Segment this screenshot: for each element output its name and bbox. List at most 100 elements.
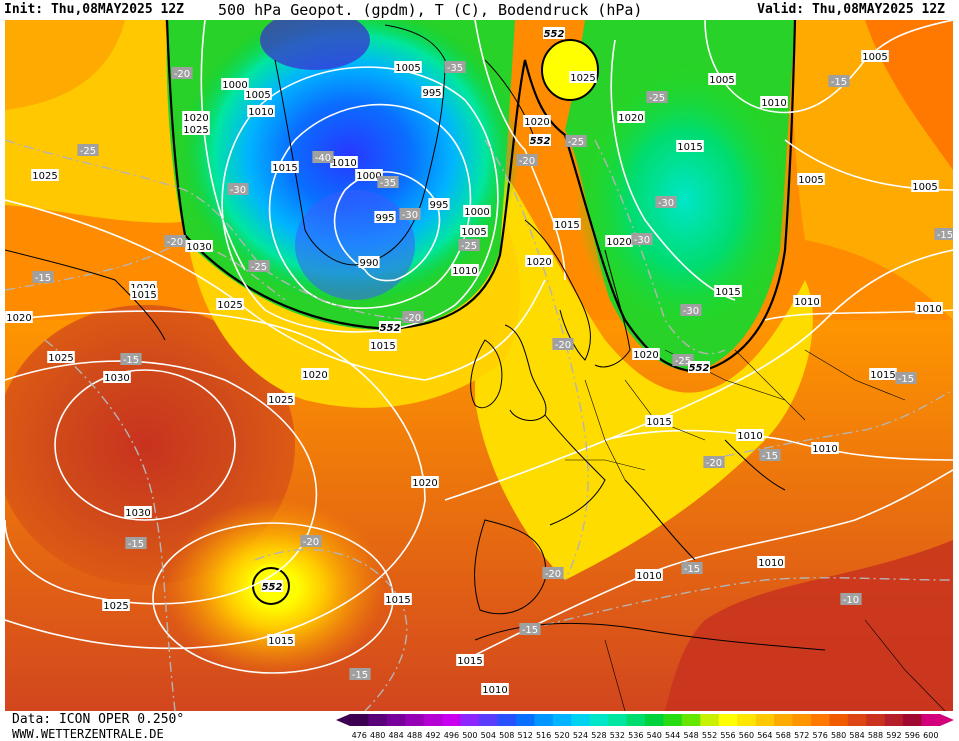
pressure-label-text: 1005 <box>709 75 734 86</box>
scale-value: 588 <box>868 731 883 740</box>
pressure-label-text: 1010 <box>758 558 783 569</box>
temperature-label-text: -20 <box>545 569 561 580</box>
scale-value: 544 <box>665 731 680 740</box>
pressure-label-text: 1025 <box>32 171 57 182</box>
pressure-label: 995 <box>374 211 396 224</box>
scale-swatch <box>829 714 849 726</box>
scale-swatch <box>810 714 830 726</box>
pressure-label: 1015 <box>645 415 673 428</box>
border-e <box>734 349 806 421</box>
isotherms <box>5 139 953 711</box>
pressure-label: 1025 <box>182 123 210 136</box>
scale-swatch <box>866 714 886 726</box>
color-scale: 476 480 484 488 492 496 500 504 508 512 516 520 524 5… <box>336 714 954 740</box>
pressure-label: 1020 <box>523 115 551 128</box>
pressure-label: 1015 <box>714 285 742 298</box>
temperature-label: -25 <box>458 239 480 252</box>
valid-time: Valid: Thu,08MAY2025 12Z <box>757 2 945 17</box>
pressure-label: 1030 <box>124 506 152 519</box>
pressure-label-text: 995 <box>429 200 448 211</box>
temperature-label: -15 <box>828 75 850 88</box>
pressure-label-text: 1010 <box>636 571 661 582</box>
pressure-label: 995 <box>421 86 443 99</box>
pressure-label-text: 995 <box>422 88 441 99</box>
pressure-label-text: 1015 <box>870 370 895 381</box>
pressure-label-text: 1005 <box>395 63 420 74</box>
temperature-label-text: -30 <box>658 198 674 209</box>
temperature-label: -30 <box>631 233 653 246</box>
scale-value: 532 <box>610 731 625 740</box>
scale-swatch <box>847 714 867 726</box>
pressure-label: 1000 <box>221 78 249 91</box>
pressure-label-text: 1000 <box>222 80 247 91</box>
temperature-label: -35 <box>377 176 399 189</box>
pressure-label: 1005 <box>708 73 736 86</box>
scale-value: 480 <box>370 731 385 740</box>
pressure-label: 1015 <box>267 634 295 647</box>
scale-value: 484 <box>388 731 403 740</box>
scale-swatch <box>534 714 554 726</box>
scale-swatch <box>737 714 757 726</box>
temperature-label: -30 <box>655 196 677 209</box>
pressure-label-text: 1025 <box>103 601 128 612</box>
temperature-label: -15 <box>934 228 953 241</box>
geopotential-label: 552 <box>261 580 283 593</box>
pressure-label: 1015 <box>384 593 412 606</box>
temperature-label: -30 <box>680 304 702 317</box>
temperature-label: -20 <box>542 567 564 580</box>
pressure-label: 1000 <box>355 169 383 182</box>
pressure-label-text: 1015 <box>677 142 702 153</box>
pressure-label-text: 1020 <box>6 313 31 324</box>
temperature-label-text: -20 <box>167 237 183 248</box>
isobar-1010-south <box>464 469 953 661</box>
pressure-label-text: 995 <box>375 213 394 224</box>
scale-swatch <box>350 714 369 726</box>
scale-swatch <box>386 714 406 726</box>
weather-map: 1000 1005 1010 1020 1025 1025 1015 1010 1000 995 9… <box>5 20 953 711</box>
site-url: WWW.WETTERZENTRALE.DE <box>12 727 164 741</box>
pressure-label: 1010 <box>247 105 275 118</box>
scale-value: 540 <box>647 731 662 740</box>
greenland-coast <box>274 24 446 266</box>
scale-value: 492 <box>425 731 440 740</box>
contour-552 <box>165 20 797 374</box>
temperature-label: -15 <box>759 449 781 462</box>
temperature-label-text: -20 <box>405 313 421 324</box>
pressure-label-text: 1010 <box>482 685 507 696</box>
scale-value: 552 <box>702 731 717 740</box>
temperature-label-text: -20 <box>303 537 319 548</box>
france-coast <box>544 414 606 526</box>
pressure-label: 1010 <box>760 96 788 109</box>
isotherm-m20-b <box>254 548 408 711</box>
temperature-label-text: -15 <box>898 374 914 385</box>
pressure-label: 1020 <box>182 111 210 124</box>
geopotential-label-text: 552 <box>380 323 401 334</box>
pressure-label-text: 1030 <box>125 508 150 519</box>
scale-value: 580 <box>831 731 846 740</box>
pressure-label: 1020 <box>411 476 439 489</box>
se-hot-field <box>665 540 953 711</box>
init-time: Init: Thu,08MAY2025 12Z <box>4 2 185 17</box>
isobar-990 <box>333 171 441 282</box>
scale-value: 476 <box>352 731 367 740</box>
scale-swatch <box>368 714 388 726</box>
isotherm-m20-c <box>484 139 589 581</box>
pressure-label: 1015 <box>553 218 581 231</box>
temperature-label: -35 <box>444 61 466 74</box>
pressure-label: 1030 <box>103 371 131 384</box>
pressure-label-text: 1010 <box>812 444 837 455</box>
scale-swatch <box>903 714 923 726</box>
scandinavia-low-field <box>575 60 795 340</box>
pressure-label: 1015 <box>456 654 484 667</box>
geopotential-label-text: 552 <box>262 582 283 593</box>
scale-value: 488 <box>407 731 422 740</box>
temperature-label: -20 <box>516 154 538 167</box>
isobar-1030 <box>54 369 236 521</box>
pressure-label: 1015 <box>676 140 704 153</box>
scale-value: 596 <box>905 731 920 740</box>
scale-arrow-right <box>940 714 954 726</box>
pressure-label-text: 1030 <box>104 373 129 384</box>
scale-swatch <box>497 714 517 726</box>
